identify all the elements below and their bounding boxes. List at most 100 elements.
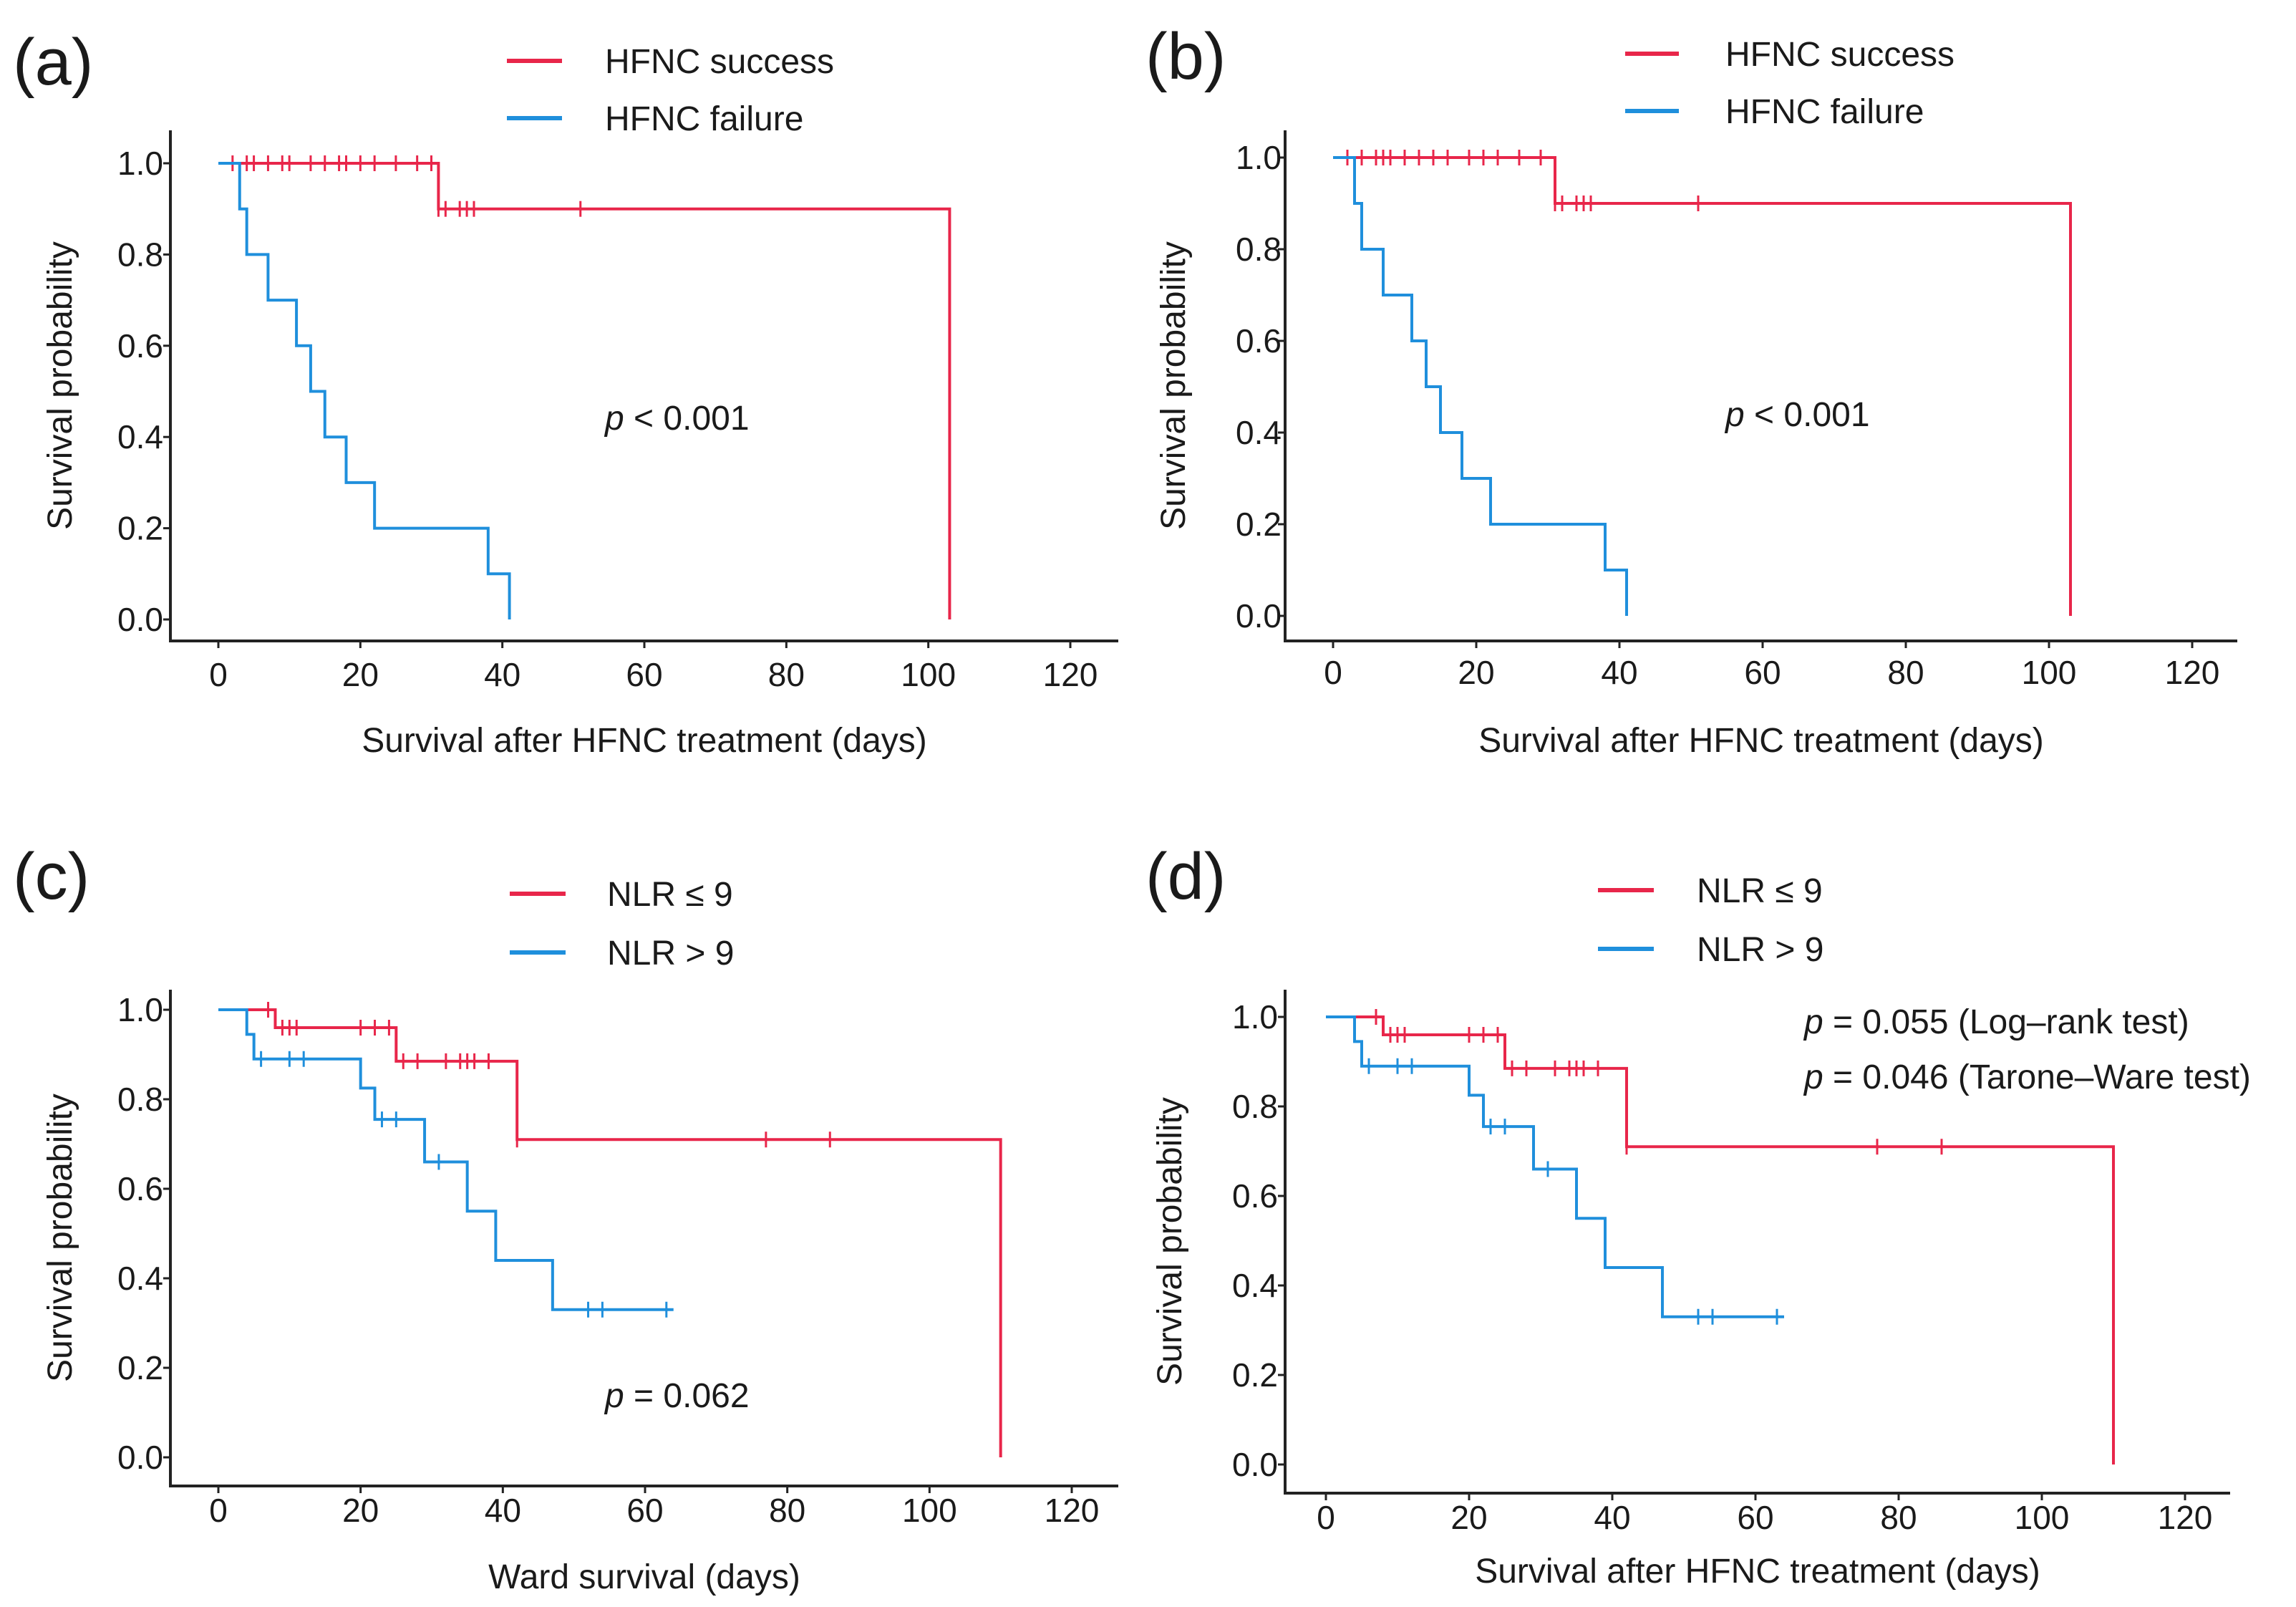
y-tick-label: 0.4 — [1236, 414, 1282, 451]
survival-curve — [218, 1008, 674, 1311]
axis-frame — [169, 130, 1118, 642]
legend-label: HFNC success — [605, 43, 834, 81]
x-tick-label: 40 — [1601, 654, 1637, 691]
y-axis-title: Survival probability — [42, 1094, 79, 1382]
legend-label: HFNC success — [1725, 36, 1954, 74]
survival-curve — [1333, 156, 1628, 616]
p-value-symbol: p — [1724, 396, 1745, 434]
y-tick-label: 0.0 — [117, 601, 163, 638]
x-tick-label: 80 — [768, 656, 805, 693]
p-value-text: = 0.062 — [624, 1377, 750, 1415]
panel-label: (a) — [13, 26, 93, 99]
p-value-annotation: p = 0.046 (Tarone–Ware test) — [1803, 1058, 2251, 1096]
x-tick-label: 120 — [2158, 1499, 2213, 1536]
legend-label: HFNC failure — [1725, 93, 1924, 131]
x-tick-label: 100 — [902, 1492, 957, 1529]
x-axis-title: Survival after HFNC treatment (days) — [1475, 1553, 2040, 1591]
y-tick-label: 1.0 — [1236, 139, 1282, 176]
x-tick-label: 20 — [342, 1492, 379, 1529]
x-tick-label: 120 — [1045, 1492, 1100, 1529]
y-tick-label: 0.0 — [117, 1439, 163, 1476]
x-tick-label: 80 — [1887, 654, 1924, 691]
x-tick-label: 60 — [626, 656, 662, 693]
axis-frame — [1284, 130, 2237, 642]
p-value-text: < 0.001 — [1745, 396, 1870, 434]
x-tick-label: 0 — [209, 1492, 228, 1529]
x-tick-label: 100 — [901, 656, 956, 693]
panel-label: (b) — [1145, 20, 1226, 93]
p-value-symbol: p — [1803, 1058, 1823, 1096]
survival-curve — [218, 162, 951, 619]
y-tick-label: 0.0 — [1236, 597, 1282, 634]
survival-curve — [218, 162, 511, 619]
panel-label: (d) — [1145, 840, 1226, 913]
y-tick-label: 1.0 — [117, 991, 163, 1028]
x-tick-label: 120 — [1043, 656, 1098, 693]
survival-curve — [1333, 156, 2072, 616]
axis-frame — [1284, 990, 2230, 1495]
y-tick-label: 0.4 — [117, 418, 163, 455]
x-tick-label: 20 — [1450, 1499, 1487, 1536]
x-axis-title: Survival after HFNC treatment (days) — [362, 722, 927, 760]
x-axis-title: Ward survival (days) — [488, 1558, 800, 1596]
y-tick-label: 0.2 — [117, 510, 163, 547]
p-value-text: = 0.055 (Log–rank test) — [1823, 1003, 2189, 1041]
x-tick-label: 0 — [1317, 1499, 1335, 1536]
legend-label: HFNC failure — [605, 100, 803, 138]
x-tick-label: 100 — [2015, 1499, 2070, 1536]
x-tick-label: 0 — [209, 656, 228, 693]
p-value-text: < 0.001 — [624, 400, 750, 438]
y-axis-title: Survival probability — [1151, 1097, 1189, 1386]
p-value-annotation: p = 0.055 (Log–rank test) — [1803, 1003, 2189, 1041]
y-axis-title: Survival probability — [1155, 241, 1193, 530]
x-tick-label: 40 — [485, 1492, 521, 1529]
survival-curve — [218, 1008, 1002, 1457]
y-tick-label: 0.2 — [1236, 506, 1282, 543]
p-value-annotation: p < 0.001 — [1724, 396, 1870, 434]
x-tick-label: 40 — [1594, 1499, 1630, 1536]
y-tick-label: 0.4 — [117, 1260, 163, 1297]
y-tick-label: 0.6 — [117, 327, 163, 365]
x-tick-label: 80 — [1880, 1499, 1917, 1536]
y-tick-label: 0.4 — [1232, 1267, 1278, 1304]
km-panel-d: (d) 0.0 0.2 0.4 0.6 0.8 1.0 0 20 40 60 80 100 120 Surv… — [1145, 840, 2251, 1591]
y-tick-label: 0.6 — [1232, 1177, 1278, 1215]
survival-curve — [1326, 1015, 1784, 1318]
y-tick-label: 0.0 — [1232, 1446, 1278, 1483]
axis-frame — [169, 990, 1118, 1487]
x-tick-label: 100 — [2022, 654, 2077, 691]
y-tick-label: 1.0 — [1232, 998, 1278, 1036]
p-value-symbol: p — [604, 1377, 624, 1415]
km-panel-c: (c) 0.0 0.2 0.4 0.6 0.8 1.0 0 20 40 60 80 100 120 Ward… — [13, 840, 1118, 1596]
x-tick-label: 20 — [1458, 654, 1494, 691]
y-tick-label: 0.6 — [1236, 322, 1282, 359]
x-tick-label: 40 — [484, 656, 520, 693]
y-tick-label: 0.6 — [117, 1170, 163, 1207]
x-axis-title: Survival after HFNC treatment (days) — [1478, 722, 2044, 760]
p-value-symbol: p — [1803, 1003, 1823, 1041]
y-tick-label: 0.2 — [117, 1349, 163, 1386]
p-value-text: = 0.046 (Tarone–Ware test) — [1823, 1058, 2251, 1096]
x-tick-label: 60 — [626, 1492, 663, 1529]
y-tick-label: 0.2 — [1232, 1356, 1278, 1394]
km-panel-a: (a) 0.0 0.2 0.4 0.6 0.8 1.0 0 20 40 60 80 100 120 Surv… — [13, 26, 1118, 760]
p-value-annotation: p = 0.062 — [604, 1377, 750, 1415]
y-tick-label: 0.8 — [117, 1081, 163, 1118]
x-tick-label: 20 — [342, 656, 379, 693]
legend-label: NLR ≤ 9 — [1697, 872, 1823, 910]
survival-curve — [1326, 1015, 2115, 1464]
x-tick-label: 60 — [1737, 1499, 1773, 1536]
legend-label: NLR > 9 — [1697, 931, 1823, 969]
km-panel-b: (b) 0.0 0.2 0.4 0.6 0.8 1.0 0 20 40 60 80 100 120 Surv… — [1145, 20, 2237, 760]
panel-label: (c) — [13, 840, 89, 913]
y-tick-label: 0.8 — [1236, 231, 1282, 268]
x-tick-label: 120 — [2165, 654, 2220, 691]
legend-label: NLR ≤ 9 — [607, 876, 733, 914]
x-tick-label: 0 — [1324, 654, 1342, 691]
y-tick-label: 0.8 — [117, 236, 163, 273]
y-tick-label: 0.8 — [1232, 1088, 1278, 1125]
legend-label: NLR > 9 — [607, 935, 734, 973]
y-tick-label: 1.0 — [117, 145, 163, 182]
y-axis-title: Survival probability — [42, 241, 79, 530]
